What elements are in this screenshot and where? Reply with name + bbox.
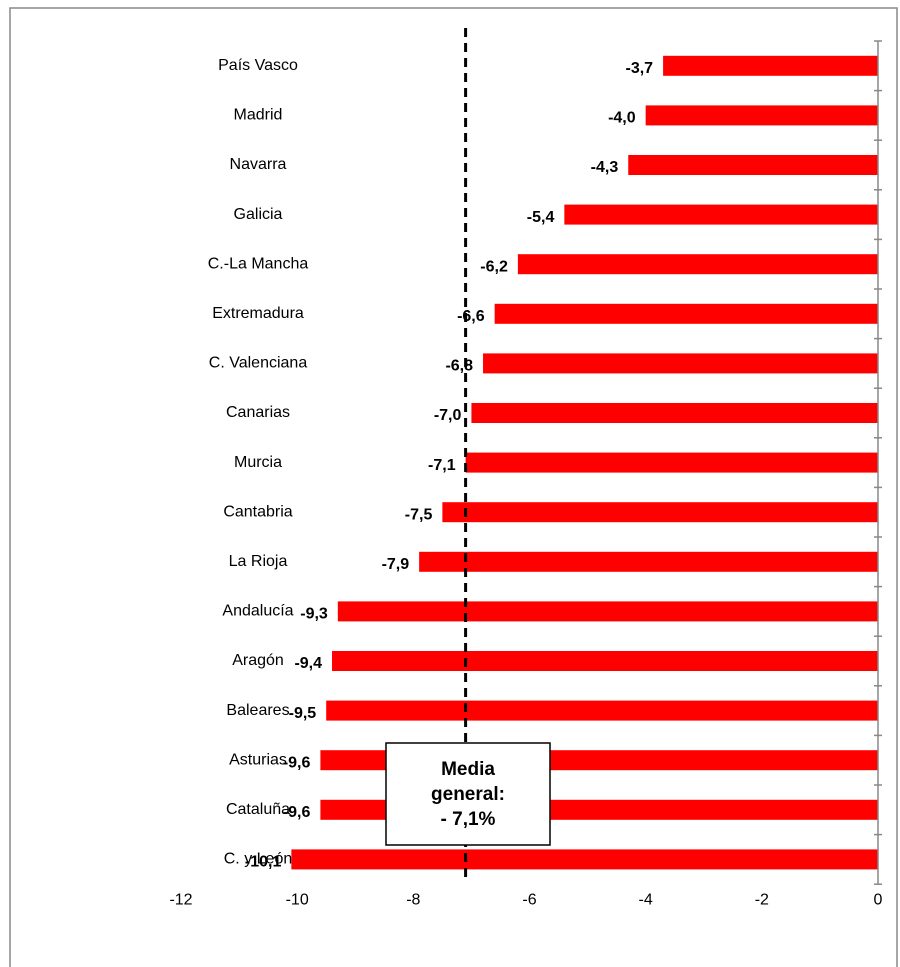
data-label: -6,6 [457,308,485,325]
data-label: -7,0 [434,407,462,424]
y-tick-label: Cantabria [223,503,292,520]
y-tick-label: Asturias [229,751,287,768]
bar [471,403,878,423]
y-tick-label: Extremadura [212,305,304,322]
x-tick-label: -6 [522,891,536,908]
bar [494,303,878,324]
bar [326,700,878,721]
annotation-text: general: [431,784,505,805]
data-label: -9,4 [294,655,322,672]
data-label: -9,5 [289,705,317,722]
bar [337,601,878,622]
data-label: -4,3 [591,159,619,176]
data-label: -7,1 [428,457,456,474]
bar [419,551,878,572]
annotation-box [385,742,551,846]
data-label: -9,6 [283,754,311,771]
bar [291,849,878,870]
x-tick-label: -4 [639,891,653,908]
data-label: -4,0 [608,110,636,127]
data-label: -6,2 [480,258,508,275]
data-label: -9,6 [283,804,311,821]
annotation-text: - 7,1% [441,809,496,830]
bar [564,204,878,225]
x-tick-label: -8 [406,891,420,908]
y-tick-label: C. y León [224,851,292,868]
data-label: -3,7 [626,60,654,77]
y-tick-label: Navarra [230,156,287,173]
y-tick-label: Andalucía [222,603,293,620]
y-tick-label: País Vasco [218,57,298,74]
data-label: -7,5 [405,506,433,523]
y-tick-label: Murcia [234,454,282,471]
chart-frame [9,7,898,967]
x-tick-label: -10 [286,891,309,908]
annotation-text: Media [441,759,495,780]
y-tick-label: Aragón [232,652,284,669]
bar [663,55,878,76]
bar [332,651,878,671]
x-tick-label: -12 [169,891,192,908]
x-tick-label: -2 [755,891,769,908]
bar [517,254,878,275]
y-tick-label: Madrid [234,107,283,124]
bar [628,155,878,175]
data-label: -5,4 [527,209,555,226]
y-tick-label: Baleares [226,702,289,719]
bar [645,105,878,126]
y-tick-label: C.-La Mancha [208,255,309,272]
bar [483,353,878,374]
y-tick-label: Cataluña [226,801,290,818]
x-tick-label: 0 [874,891,883,908]
bar [442,502,878,523]
data-label: -6,8 [445,358,473,375]
bar [465,452,878,473]
y-tick-label: C. Valenciana [209,355,308,372]
data-label: -10,1 [245,854,282,871]
y-tick-label: La Rioja [229,553,288,570]
data-label: -7,9 [382,556,410,573]
y-tick-label: Canarias [226,404,290,421]
y-tick-label: Galicia [234,206,283,223]
data-label: -9,3 [300,606,328,623]
